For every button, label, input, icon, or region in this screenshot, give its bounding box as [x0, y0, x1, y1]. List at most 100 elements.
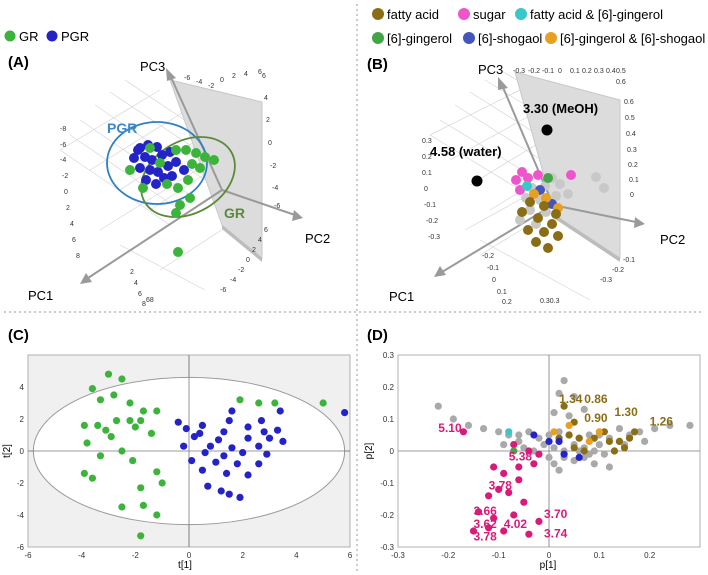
loading-plot-d-point-unassigned [600, 450, 608, 458]
svg-text:4: 4 [258, 237, 262, 244]
score-plot-c-ytick-label: 0 [20, 447, 25, 456]
loading-plot-d-point-6-shogaol [575, 453, 583, 461]
score-plot-c-point-gr [107, 433, 115, 441]
loading-plot-d-point-fatty-acid [565, 431, 573, 439]
score-plot-c-point-pgr [244, 434, 252, 442]
score-plot-c-xtick-label: 2 [240, 551, 245, 560]
score-plot-c-point-pgr [239, 449, 247, 457]
score-plot-c-point-gr [88, 385, 96, 393]
score-plot-c-point-gr [96, 396, 105, 404]
loading-plot-d-ytick-label: 0.3 [383, 351, 395, 360]
loading-plot-d-point-fatty-acid [625, 434, 634, 442]
score-plot-c-point-gr [102, 426, 110, 434]
loading-plot-d-point-unassigned [580, 405, 588, 413]
svg-text:6: 6 [258, 69, 262, 76]
svg-text:-6: -6 [184, 75, 190, 82]
score-plot-c-point-pgr [180, 442, 188, 450]
plot3d-b-point [511, 175, 521, 185]
loading-plot-d-point-fatty-acid [610, 447, 619, 455]
loading-plot-d-annotation: 1.34 [559, 392, 583, 406]
loading-plot-d-point-sugar [500, 527, 508, 535]
plot3d-b-label-pc2: PC2 [660, 232, 685, 247]
loading-plot-d-point-fatty-acid [615, 437, 624, 445]
loading-plot-d-ylabel: p[2] [364, 442, 375, 459]
loading-plot-d-point-unassigned [636, 428, 644, 436]
plot3d-a-points [125, 140, 219, 257]
score-plot-c-xlabel: t[1] [178, 560, 192, 571]
svg-text:-0.3: -0.3 [428, 234, 440, 241]
score-plot-c-point-gr [88, 474, 96, 482]
plot3d-b-axis-pc2-arrow [634, 217, 645, 228]
score-plot-c-point-gr [137, 417, 145, 425]
svg-text:0: 0 [558, 68, 562, 75]
loading-plot-d-annotation: 3.66 [474, 504, 498, 518]
svg-text:-0.3: -0.3 [600, 277, 612, 284]
score-plot-c-point-gr [118, 503, 126, 511]
loading-plot-d-point-unassigned [550, 409, 558, 417]
svg-text:2: 2 [266, 117, 270, 124]
loading-plot-d-ytick-label: -0.3 [380, 543, 394, 552]
score-plot-c-point-pgr [220, 452, 228, 460]
score-plot-c-xtick-label: -6 [24, 551, 32, 560]
plot3d-b-point [525, 197, 535, 207]
loading-plot-d-xtick-label: -0.2 [441, 551, 455, 560]
score-plot-c-point-gr [139, 407, 147, 415]
loading-plot-d-point-fatty-acid [630, 428, 639, 436]
score-plot-c-point-gr [118, 375, 126, 383]
svg-text:-6: -6 [220, 287, 226, 294]
score-plot-c-point-gr [80, 469, 88, 477]
loading-plot-d-annotations: 1.34 0.86 0.90 1.30 1.26 5.10 5.38 3.78 3.663.62… [438, 392, 673, 544]
plot3d-a-point [185, 193, 195, 203]
score-plot-c-point-pgr [206, 442, 215, 450]
loading-plot-d-point-6-shogaol [560, 450, 568, 458]
loading-plot-d-point-unassigned [555, 389, 563, 397]
svg-text:-0.1: -0.1 [424, 202, 436, 209]
svg-text:-2: -2 [62, 173, 68, 180]
loading-plot-d-point-unassigned [515, 431, 523, 439]
loading-plot-d-point-fatty-acid [620, 444, 629, 452]
loading-plot-d-ytick-label: 0 [390, 447, 395, 456]
plot3d-a-point [179, 165, 189, 175]
svg-text:-6: -6 [274, 203, 280, 210]
legend-gingerol-shogaol-marker [545, 32, 557, 44]
plot3d-a-ticks: 6 4 2 0 -2 -4 -6 6 4 2 0 -2 -4 -6 -6 -4 … [60, 69, 280, 308]
svg-text:0.1: 0.1 [497, 289, 507, 296]
plot3d-a-point [187, 159, 197, 169]
plot3d-a-label-pc3: PC3 [140, 59, 165, 74]
plot3d-a-axis-pc2-arrow [292, 210, 303, 221]
score-plot-c-point-pgr [255, 460, 263, 468]
loading-plot-d-point-fatty-acid [580, 447, 588, 455]
score-plot-c-point-pgr [244, 471, 252, 479]
loading-plot-d-point-6-gingerol-6-shogaol [595, 428, 603, 436]
plot3d-b-point [523, 225, 533, 235]
score-plot-c-point-pgr [244, 423, 252, 431]
plot3d-b-point [543, 173, 553, 183]
score-plot-c-points [80, 370, 349, 540]
svg-text:68: 68 [146, 297, 154, 304]
svg-text:6: 6 [262, 73, 266, 80]
svg-text:-2: -2 [238, 267, 244, 274]
score-plot-c-point-pgr [228, 444, 236, 452]
score-plot-c-xtick-label: 4 [294, 551, 299, 560]
score-plot-c-point-pgr [182, 425, 190, 433]
svg-text:0.3: 0.3 [422, 138, 432, 145]
svg-text:-0.3: -0.3 [513, 68, 525, 75]
plot3d-a-point [173, 183, 183, 193]
plot3d-a-point [171, 208, 181, 218]
loading-plot-d-point-sugar [535, 517, 543, 526]
score-plot-c-point-pgr [204, 482, 212, 490]
legend-gingerol-shogaol-label: [6]-gingerol & [6]-shogaol [560, 31, 705, 46]
score-plot-c-point-gr [129, 457, 137, 465]
loading-plot-d-point-sugar [474, 508, 483, 516]
plot3d-a-label-pgr: PGR [107, 120, 137, 136]
legend-left: GR PGR [4, 29, 89, 44]
score-plot-c-point-pgr [212, 458, 220, 466]
loading-plot-d-point-sugar [469, 527, 478, 535]
plot3d-a-point [151, 179, 161, 189]
legend-shogaol-label: [6]-shogaol [478, 31, 542, 46]
score-plot-c-point-pgr [214, 436, 223, 444]
legend-gingerol-marker [372, 32, 384, 44]
plot3d-b-point [522, 181, 532, 191]
score-plot-c-point-pgr [263, 450, 271, 458]
